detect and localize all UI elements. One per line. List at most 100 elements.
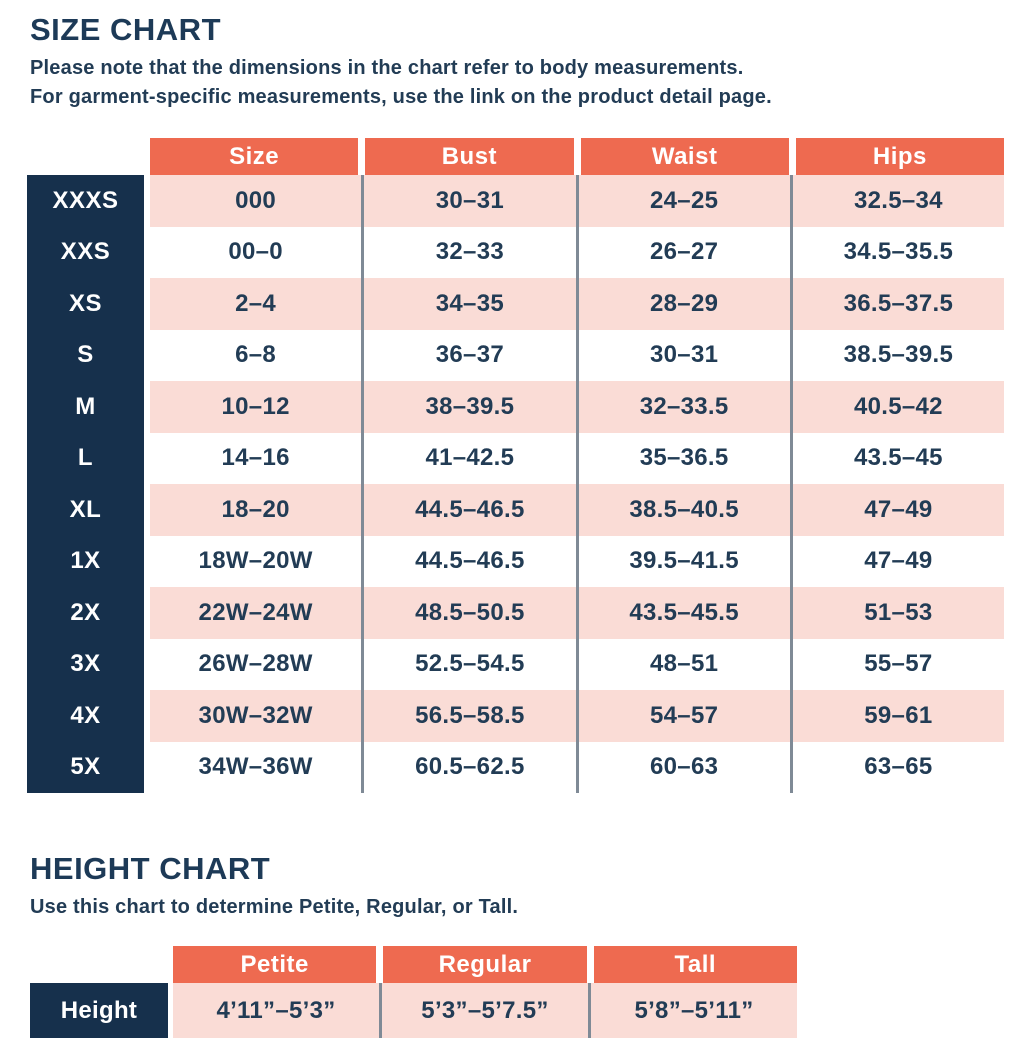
table-row-3x: 26W–28W 52.5–54.5 48–51 55–57	[150, 638, 1004, 690]
cell-waist: 38.5–40.5	[575, 484, 790, 536]
column-header-petite: Petite	[173, 946, 377, 983]
column-header-regular: Regular	[383, 946, 587, 983]
cell-size: 2–4	[235, 289, 277, 317]
cell-bust: 48.5–50.5	[361, 587, 575, 639]
cell-waist: 30–31	[575, 329, 790, 381]
height-chart-title: HEIGHT CHART	[30, 851, 271, 886]
cell-size: 00–0	[228, 238, 283, 266]
cell-hips: 47–49	[789, 484, 1004, 536]
cell-bust: 30–31	[361, 175, 575, 227]
height-row-label-column: Height	[30, 946, 168, 1038]
size-chart-section: SIZE CHART Please note that the dimensio…	[0, 12, 1024, 793]
column-header-bust: Bust	[365, 138, 574, 175]
size-chart-table: XXXS XXS XS S M L XL 1X 2X 3X 4X 5X Size…	[27, 138, 1024, 793]
table-row-s: 6–8 36–37 30–31 38.5–39.5	[150, 329, 1004, 381]
cell-bust: 38–39.5	[361, 381, 575, 433]
row-label-2x: 2X	[70, 598, 101, 626]
row-label-3x: 3X	[70, 650, 101, 678]
cell-hips: 38.5–39.5	[789, 329, 1004, 381]
height-chart-header-row: Petite Regular Tall	[173, 946, 797, 983]
row-label-1x: 1X	[70, 547, 101, 575]
cell-hips: 40.5–42	[789, 381, 1004, 433]
table-row-xxxs: 000 30–31 24–25 32.5–34	[150, 175, 1004, 227]
cell-hips: 43.5–45	[789, 432, 1004, 484]
cell-waist: 35–36.5	[575, 432, 790, 484]
cell-waist: 26–27	[575, 226, 790, 278]
cell-hips: 59–61	[789, 690, 1004, 742]
cell-bust: 44.5–46.5	[361, 535, 575, 587]
height-value-row: 4’11”–5’3” 5’3”–5’7.5” 5’8”–5’11”	[173, 983, 797, 1038]
cell-size: 18–20	[221, 495, 290, 523]
table-row-xl: 18–20 44.5–46.5 38.5–40.5 47–49	[150, 484, 1004, 536]
size-chart-note-line1: Please note that the dimensions in the c…	[30, 57, 744, 79]
cell-waist: 60–63	[575, 741, 790, 793]
cell-size: 000	[235, 186, 277, 214]
size-chart-title: SIZE CHART	[30, 12, 221, 47]
row-label-xxxs: XXXS	[52, 186, 119, 214]
row-label-4x: 4X	[70, 701, 101, 729]
table-row-5x: 34W–36W 60.5–62.5 60–63 63–65	[150, 741, 1004, 793]
size-chart-note: Please note that the dimensions in the c…	[30, 54, 1024, 112]
cell-bust: 41–42.5	[361, 432, 575, 484]
cell-bust: 52.5–54.5	[361, 638, 575, 690]
size-chart-note-line2: For garment-specific measurements, use t…	[30, 86, 772, 108]
cell-hips: 36.5–37.5	[789, 278, 1004, 330]
table-row-m: 10–12 38–39.5 32–33.5 40.5–42	[150, 381, 1004, 433]
cell-bust: 60.5–62.5	[361, 741, 575, 793]
table-row-l: 14–16 41–42.5 35–36.5 43.5–45	[150, 432, 1004, 484]
cell-hips: 63–65	[789, 741, 1004, 793]
cell-bust: 56.5–58.5	[361, 690, 575, 742]
cell-size: 18W–20W	[198, 547, 313, 575]
cell-height-regular: 5’3”–5’7.5”	[379, 983, 588, 1038]
row-label-s: S	[77, 341, 94, 369]
cell-hips: 34.5–35.5	[789, 226, 1004, 278]
height-chart-table: Height Petite Regular Tall 4’11”–5’3” 5’…	[30, 946, 1024, 1038]
cell-bust: 34–35	[361, 278, 575, 330]
cell-hips: 55–57	[789, 638, 1004, 690]
column-header-tall: Tall	[593, 946, 797, 983]
row-label-xs: XS	[68, 289, 102, 317]
table-row-4x: 30W–32W 56.5–58.5 54–57 59–61	[150, 690, 1004, 742]
cell-waist: 48–51	[575, 638, 790, 690]
height-chart-note: Use this chart to determine Petite, Regu…	[30, 896, 519, 918]
cell-waist: 43.5–45.5	[575, 587, 790, 639]
cell-waist: 24–25	[575, 175, 790, 227]
cell-bust: 44.5–46.5	[361, 484, 575, 536]
table-row-xs: 2–4 34–35 28–29 36.5–37.5	[150, 278, 1004, 330]
table-row-1x: 18W–20W 44.5–46.5 39.5–41.5 47–49	[150, 535, 1004, 587]
cell-hips: 32.5–34	[789, 175, 1004, 227]
cell-size: 6–8	[235, 341, 277, 369]
row-label-5x: 5X	[70, 753, 101, 781]
height-header-spacer	[30, 946, 168, 983]
table-row-2x: 22W–24W 48.5–50.5 43.5–45.5 51–53	[150, 587, 1004, 639]
cell-height-petite: 4’11”–5’3”	[216, 996, 336, 1024]
cell-size: 22W–24W	[198, 598, 313, 626]
cell-bust: 36–37	[361, 329, 575, 381]
row-label-l: L	[77, 444, 94, 472]
column-header-hips: Hips	[795, 138, 1004, 175]
cell-size: 30W–32W	[198, 701, 313, 729]
row-label-m: M	[75, 392, 96, 420]
height-chart-data-grid: Petite Regular Tall 4’11”–5’3” 5’3”–5’7.…	[173, 946, 797, 1038]
cell-waist: 54–57	[575, 690, 790, 742]
height-chart-section: HEIGHT CHART Use this chart to determine…	[0, 851, 1024, 1038]
cell-height-tall: 5’8”–5’11”	[588, 983, 797, 1038]
size-row-label-column: XXXS XXS XS S M L XL 1X 2X 3X 4X 5X	[27, 175, 144, 793]
cell-hips: 47–49	[789, 535, 1004, 587]
size-chart-data-grid: Size Bust Waist Hips 000 30–31 24–25 32.…	[150, 138, 1004, 793]
cell-size: 10–12	[221, 392, 290, 420]
size-chart-header-row: Size Bust Waist Hips	[150, 138, 1004, 175]
row-label-xl: XL	[69, 495, 102, 523]
cell-waist: 39.5–41.5	[575, 535, 790, 587]
cell-hips: 51–53	[789, 587, 1004, 639]
cell-bust: 32–33	[361, 226, 575, 278]
row-label-height: Height	[30, 983, 168, 1038]
cell-waist: 28–29	[575, 278, 790, 330]
cell-size: 26W–28W	[198, 650, 313, 678]
column-header-waist: Waist	[580, 138, 789, 175]
row-label-xxs: XXS	[60, 238, 111, 266]
cell-waist: 32–33.5	[575, 381, 790, 433]
cell-size: 14–16	[221, 444, 290, 472]
column-header-size: Size	[150, 138, 359, 175]
